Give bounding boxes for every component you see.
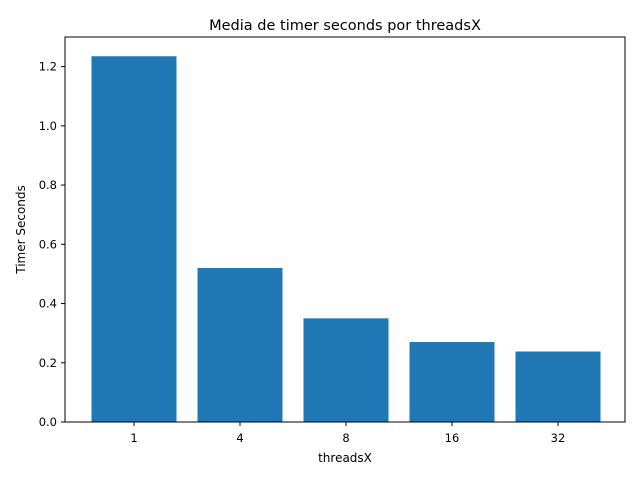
x-axis: 1 4 8 16 32 [130,422,565,445]
y-tick-label-0.2: 0.2 [39,356,57,370]
y-axis: 0.0 0.2 0.4 0.6 0.8 1.0 1.2 [39,60,65,429]
y-tick-label-0.0: 0.0 [39,415,57,429]
bar-8 [303,318,389,422]
bar-32 [515,351,601,422]
bar-1 [91,56,177,422]
x-tick-label-16: 16 [445,431,460,445]
x-tick-label-4: 4 [236,431,243,445]
x-axis-label: threadsX [318,451,372,465]
bar-4 [197,268,283,422]
plot-frame [64,36,626,423]
y-axis-label: Timer Seconds [14,185,28,275]
y-tick-label-0.8: 0.8 [39,178,57,192]
y-tick-label-0.4: 0.4 [39,297,57,311]
bars-group [91,56,601,422]
x-tick-label-8: 8 [342,431,349,445]
y-tick-label-1.2: 1.2 [39,60,57,74]
x-tick-label-1: 1 [130,431,137,445]
y-tick-label-0.6: 0.6 [39,237,57,251]
bar-16 [409,342,495,422]
chart-title: Media de timer seconds por threadsX [209,18,481,34]
y-tick-label-1.0: 1.0 [39,119,57,133]
x-tick-label-32: 32 [551,431,566,445]
